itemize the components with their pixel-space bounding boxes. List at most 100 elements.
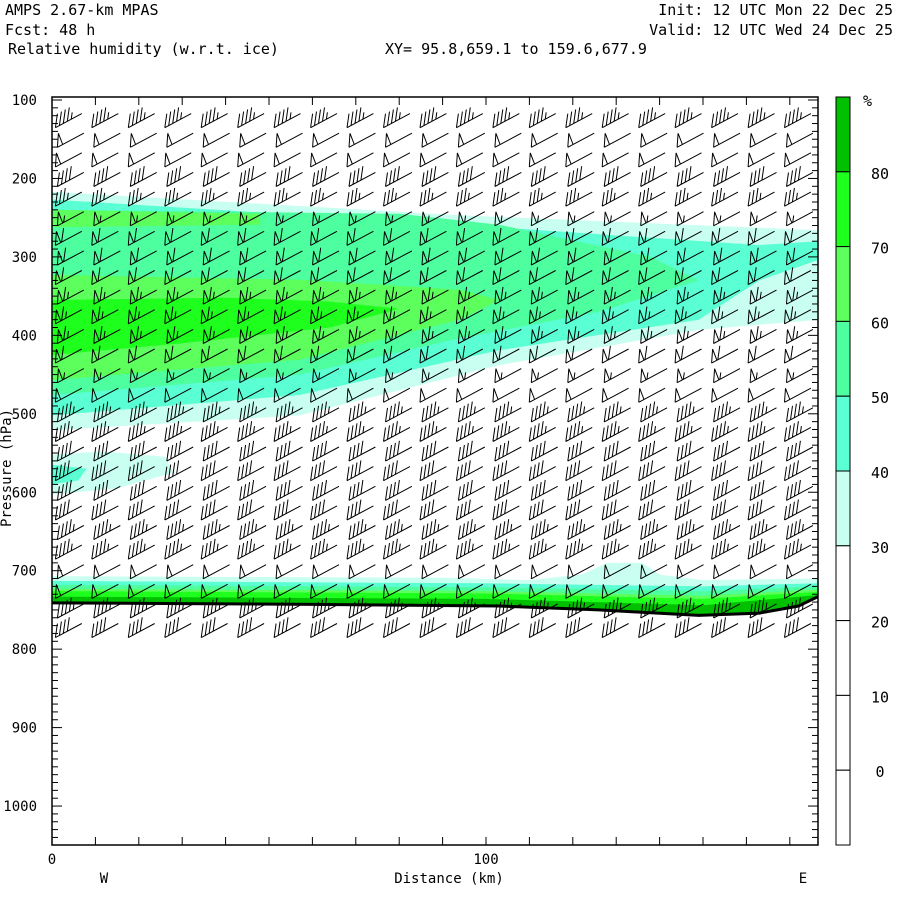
wind-barb — [127, 538, 155, 560]
wind-barb — [239, 132, 267, 148]
wind-barb-path — [786, 166, 814, 187]
wind-barb-path — [275, 166, 303, 187]
wind-barb — [786, 286, 814, 305]
wind-barb — [202, 247, 230, 266]
wind-barb — [273, 583, 301, 599]
wind-barb — [93, 326, 121, 344]
wind-barb-path — [711, 499, 739, 521]
wind-barb-path — [273, 306, 301, 325]
wind-barb-path — [312, 597, 340, 619]
wind-barb — [56, 166, 85, 187]
wind-barb-path — [786, 326, 814, 344]
wind-barb — [312, 211, 340, 227]
wind-barb — [601, 617, 629, 639]
wind-barb-path — [348, 440, 376, 462]
wind-barb-path — [638, 306, 666, 325]
wind-barb — [54, 306, 83, 325]
wind-barb-path — [784, 228, 812, 246]
wind-barb — [91, 228, 119, 246]
wind-barb-path — [166, 247, 194, 266]
wind-barb-path — [676, 247, 704, 266]
wind-barb — [348, 564, 376, 580]
wind-barb-path — [164, 499, 192, 521]
wind-barb — [310, 617, 338, 639]
wind-barb-path — [56, 211, 85, 227]
wind-barb — [711, 583, 739, 599]
wind-barb — [166, 166, 194, 187]
wind-barb — [676, 247, 704, 266]
wind-barb — [565, 152, 593, 168]
wind-barb — [310, 228, 338, 246]
x-axis-label: Distance (km) — [394, 871, 504, 887]
wind-barb — [383, 306, 411, 325]
wind-barb-path — [638, 345, 666, 364]
wind-barb — [129, 326, 157, 344]
x-tick-label: 100 — [473, 852, 498, 868]
wind-barb — [747, 583, 775, 599]
wind-barb-path — [56, 597, 85, 619]
wind-barb-path — [164, 187, 192, 207]
wind-barb-path — [601, 107, 629, 129]
wind-barb-path — [164, 387, 192, 403]
wind-barb — [348, 286, 376, 305]
wind-barb-path — [237, 617, 265, 639]
wind-barb-path — [749, 286, 777, 305]
wind-barb — [383, 107, 411, 129]
wind-barb — [346, 421, 374, 442]
y-tick-label: 400 — [12, 328, 37, 344]
y-tick-label: 900 — [12, 721, 37, 737]
wind-barb — [638, 421, 666, 442]
wind-barb-path — [674, 499, 702, 521]
wind-barb — [419, 617, 447, 639]
wind-barb-path — [348, 247, 376, 266]
wind-barb — [603, 286, 631, 305]
wind-barb — [676, 479, 704, 501]
wind-barb-path — [640, 286, 668, 305]
wind-barb-path — [312, 401, 340, 423]
wind-barb-path — [310, 583, 338, 599]
wind-barb-path — [786, 401, 814, 423]
wind-barb — [492, 187, 520, 207]
wind-barb — [421, 211, 449, 227]
wind-barb-path — [93, 326, 121, 344]
wind-barb — [237, 267, 265, 286]
wind-barb — [348, 479, 376, 501]
wind-barb — [565, 228, 593, 246]
wind-barb — [239, 247, 267, 266]
wind-barb-path — [455, 306, 484, 325]
wind-barb — [711, 499, 739, 521]
wind-barb-path — [565, 228, 593, 246]
wind-barb — [747, 267, 775, 286]
wind-barb — [202, 286, 230, 305]
wind-barb — [528, 387, 556, 403]
wind-barb — [54, 107, 83, 129]
wind-barb-path — [676, 440, 704, 462]
cross-section-endpoints: XY= 95.8,659.1 to 159.6,677.9 — [385, 40, 647, 58]
wind-barb — [565, 538, 593, 560]
wind-barb — [786, 247, 814, 266]
wind-barb — [567, 286, 595, 305]
wind-barb-path — [492, 617, 520, 639]
wind-barb — [54, 583, 83, 599]
wind-barb-path — [786, 132, 814, 148]
wind-barb-path — [674, 583, 702, 599]
wind-barb — [91, 583, 119, 599]
wind-barb — [310, 421, 338, 442]
wind-barb — [164, 107, 192, 129]
wind-barb — [638, 152, 666, 168]
wind-barb-path — [419, 345, 447, 364]
wind-barb — [713, 440, 741, 462]
wind-barb — [202, 166, 230, 187]
wind-barb-path — [455, 107, 484, 129]
wind-barb-path — [310, 421, 338, 442]
wind-barb — [457, 401, 486, 423]
wind-barb-path — [530, 326, 558, 344]
wind-barb-path — [457, 166, 486, 187]
wind-barb-path — [640, 401, 668, 423]
wind-barb-path — [310, 538, 338, 560]
wind-barb — [713, 166, 741, 187]
wind-barb — [237, 107, 265, 129]
wind-barb-path — [237, 538, 265, 560]
wind-barb — [747, 228, 775, 246]
wind-barb-path — [383, 538, 411, 560]
